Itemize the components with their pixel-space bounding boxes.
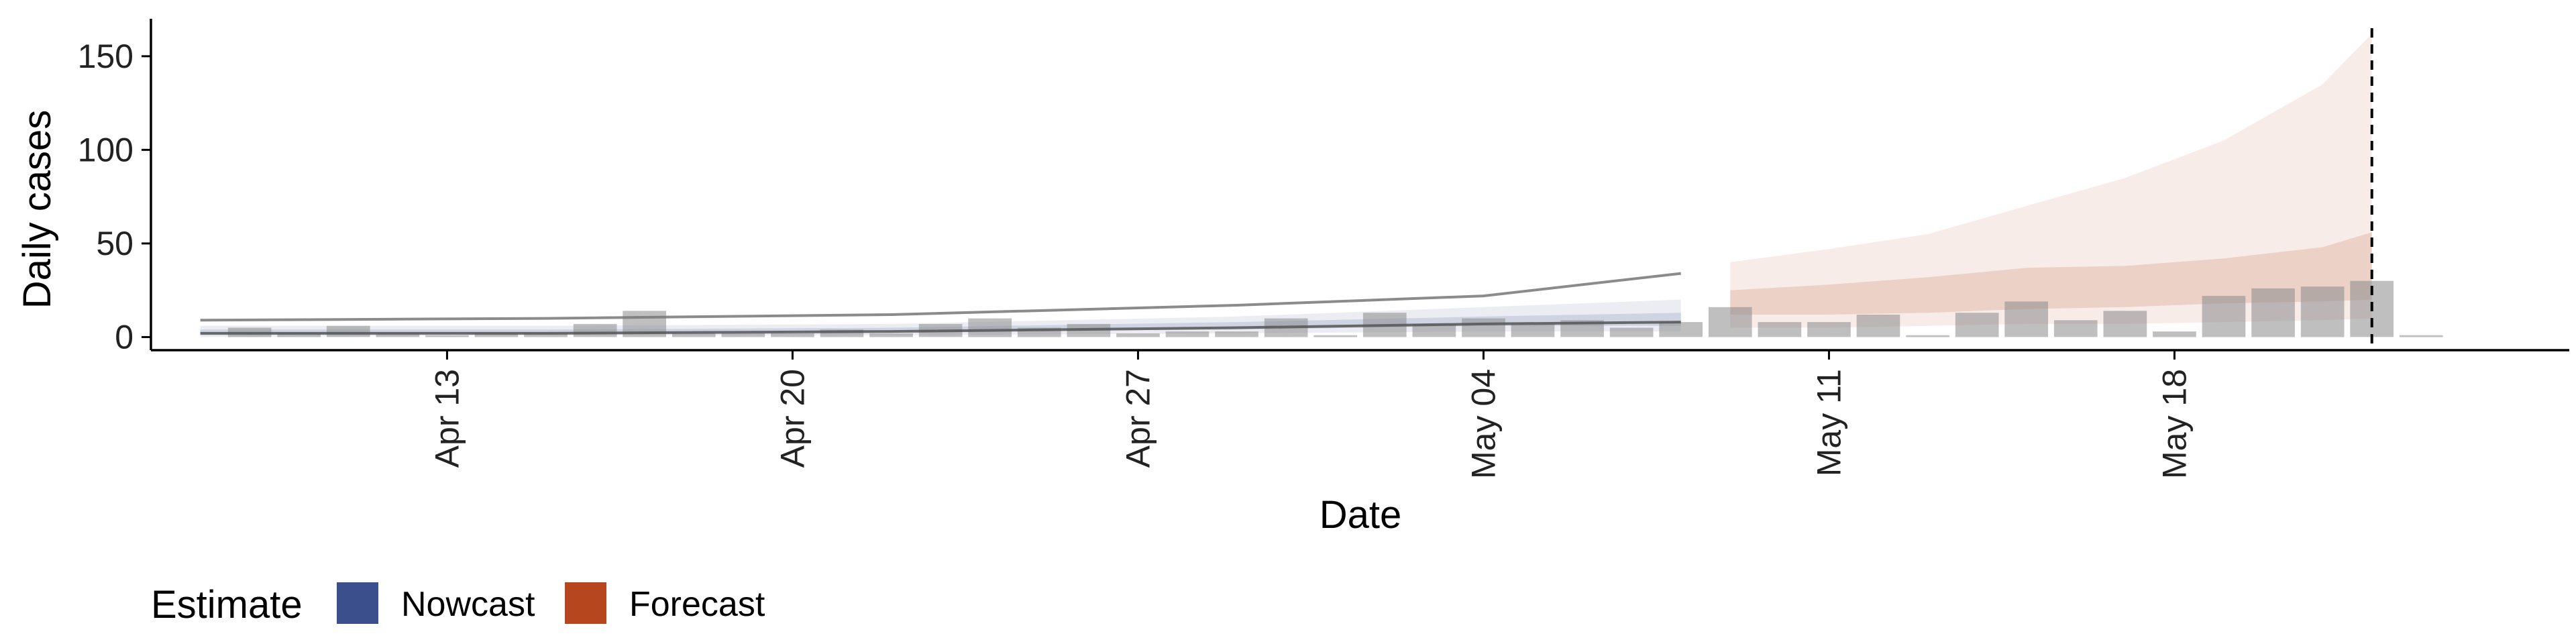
case-bar xyxy=(820,329,864,337)
legend-title: Estimate xyxy=(151,583,303,627)
case-bar xyxy=(2251,288,2295,337)
nowcast-median-line xyxy=(200,321,1681,335)
case-bar xyxy=(2300,286,2345,337)
case-bar xyxy=(1758,322,1802,337)
nowcast-lines xyxy=(200,272,1681,335)
legend-label-nowcast: Nowcast xyxy=(401,585,535,624)
case-bar xyxy=(1807,322,1851,337)
case-bar xyxy=(2202,296,2246,337)
case-bar xyxy=(1165,331,1210,337)
x-tick-label: May 04 xyxy=(1464,369,1502,479)
x-tick-label: Apr 27 xyxy=(1119,369,1157,468)
case-bar xyxy=(1313,335,1357,337)
case-bar xyxy=(376,333,420,337)
x-tick-label: May 11 xyxy=(1810,369,1847,476)
y-axis-ticks: 0 50 100 150 xyxy=(78,38,151,356)
case-bar xyxy=(1856,315,1900,337)
case-bar xyxy=(721,333,765,337)
case-bar xyxy=(1659,322,1703,337)
case-bar xyxy=(672,333,716,337)
case-bar xyxy=(2103,311,2147,337)
case-bar xyxy=(573,323,617,337)
x-tick-label: Apr 13 xyxy=(428,369,466,468)
forecast-bands xyxy=(1730,34,2372,328)
y-tick-label: 150 xyxy=(78,38,133,75)
case-bar xyxy=(524,333,568,337)
case-bar xyxy=(968,318,1012,337)
case-bar xyxy=(1215,331,1258,337)
legend-swatch-nowcast xyxy=(337,582,378,624)
case-bar xyxy=(1708,307,1752,337)
x-axis-title: Date xyxy=(1320,493,1402,537)
case-bar xyxy=(2153,331,2196,337)
case-bar xyxy=(2004,301,2048,337)
case-bar xyxy=(1955,313,1999,337)
case-bar xyxy=(277,333,321,337)
legend-label-forecast: Forecast xyxy=(629,585,765,624)
case-bar xyxy=(2053,320,2098,337)
x-axis-ticks: Apr 13 Apr 20 Apr 27 May 04 May 11 May 18 xyxy=(428,350,2193,479)
legend-swatch-forecast xyxy=(565,582,606,624)
case-bar xyxy=(1511,323,1555,337)
case-bar xyxy=(2399,335,2443,337)
x-tick-label: May 18 xyxy=(2155,369,2193,479)
x-tick-label: Apr 20 xyxy=(773,369,811,468)
y-tick-label: 50 xyxy=(96,225,133,262)
nowcast-inner-band xyxy=(200,313,1681,335)
case-bar xyxy=(771,333,814,337)
y-tick-label: 0 xyxy=(115,318,133,356)
case-bar xyxy=(474,333,519,337)
forecast-outer-band xyxy=(1730,34,2372,328)
y-tick-label: 100 xyxy=(78,131,133,168)
case-bar xyxy=(425,335,469,337)
case-bar xyxy=(1116,333,1160,337)
case-bar xyxy=(326,325,370,337)
legend: Estimate Nowcast Forecast xyxy=(151,582,765,627)
case-bar xyxy=(1412,323,1456,337)
y-axis-title: Daily cases xyxy=(15,110,59,309)
case-bar xyxy=(1462,318,1505,337)
case-bar xyxy=(869,333,913,337)
case-bar xyxy=(1609,327,1654,337)
forecast-inner-band xyxy=(1730,232,2372,315)
case-bar xyxy=(1906,335,1949,337)
nowcast-upper-line xyxy=(200,272,1681,322)
